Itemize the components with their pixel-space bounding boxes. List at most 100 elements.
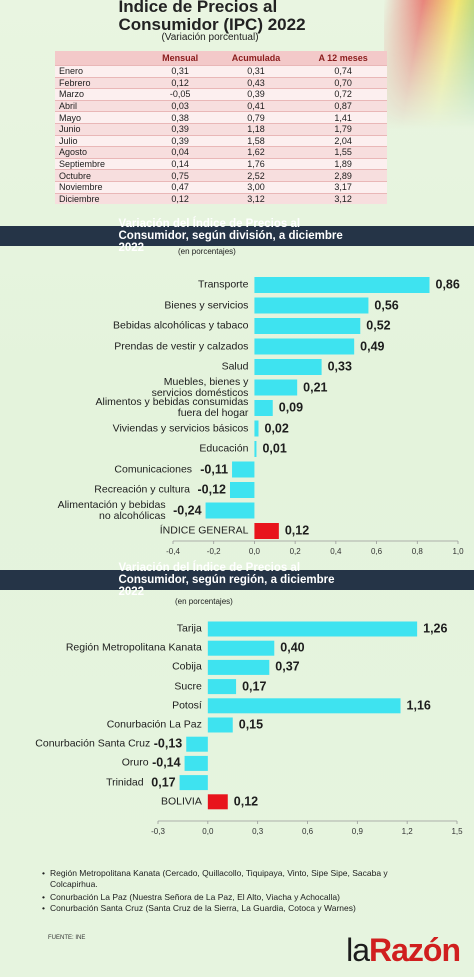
value-label: 0,40 (280, 640, 305, 655)
month-cell: Febrero (55, 76, 148, 89)
bar (254, 441, 257, 457)
x-tick-label: -0,2 (206, 546, 221, 556)
bar (207, 679, 237, 695)
table-row: Septiembre 0,14 1,76 1,89 (55, 157, 387, 170)
value-cell: 1,62 (212, 146, 300, 159)
value-cell: -0,05 (147, 88, 213, 101)
main-subtitle: (Variación porcentual) (161, 31, 259, 43)
value-label: 0,49 (360, 338, 385, 353)
value-label: 1,26 (423, 621, 448, 636)
logo: laRazón (346, 932, 461, 969)
table-row: Octubre 0,75 2,52 2,89 (55, 169, 387, 182)
column-header: A 12 meses (299, 51, 387, 66)
bar (205, 502, 255, 519)
value-label: 0,02 (264, 420, 289, 435)
bar (254, 338, 355, 355)
value-cell: 1,18 (212, 122, 300, 136)
value-label: 0,01 (262, 441, 287, 456)
category-label: Sucre (174, 680, 202, 693)
bar (254, 277, 430, 293)
table-row: Noviembre 0,47 3,00 3,17 (55, 180, 387, 194)
value-cell: 2,04 (299, 134, 387, 147)
flag-decoration (384, 0, 474, 130)
chart-subtitle: (en porcentajes) (178, 246, 236, 256)
month-cell: Julio (55, 134, 148, 147)
value-cell: 0,38 (147, 111, 213, 124)
bar (179, 775, 208, 791)
value-cell: 0,75 (147, 169, 213, 182)
category-label: Prendas de vestir y calzados (114, 339, 249, 352)
value-cell: 0,79 (212, 111, 300, 124)
x-tick-label: 0,0 (202, 826, 214, 836)
value-cell: 0,43 (212, 76, 300, 89)
category-label: Conurbación La Paz (106, 718, 202, 731)
category-label: Tarija (176, 622, 202, 635)
value-cell: 1,76 (212, 157, 300, 170)
category-label: Educación (199, 442, 249, 455)
x-tick-label: 0,6 (371, 546, 383, 556)
value-cell: 0,39 (147, 122, 213, 136)
value-cell: 1,79 (299, 122, 387, 136)
month-cell: Enero (55, 65, 148, 78)
value-label: -0,12 (197, 482, 227, 497)
table-row: Diciembre 0,12 3,12 3,12 (55, 192, 387, 205)
value-label: 0,12 (284, 523, 310, 538)
value-label: 0,12 (233, 794, 259, 809)
value-label: 0,09 (278, 400, 304, 415)
note: Conurbación La Paz (Nuestra Señora de La… (42, 892, 420, 903)
x-tick-label: 1,0 (452, 546, 464, 556)
category-label: Transporte (198, 278, 249, 291)
bar (207, 794, 228, 810)
value-label: 0,52 (366, 318, 391, 333)
value-cell: 2,52 (212, 169, 300, 182)
month-cell: Septiembre (55, 157, 148, 170)
bar (207, 640, 275, 656)
value-cell: 3,12 (212, 192, 300, 205)
value-cell: 0,72 (299, 88, 387, 101)
x-tick-label: 0,0 (248, 546, 260, 556)
value-cell: 0,41 (212, 99, 300, 112)
bar (254, 379, 298, 396)
value-cell: 1,58 (212, 134, 300, 147)
x-tick-label: 0,8 (411, 546, 423, 556)
value-label: 0,21 (303, 379, 328, 394)
table-row: Junio 0,39 1,18 1,79 (55, 122, 387, 136)
bar (184, 755, 208, 771)
month-cell: Diciembre (55, 192, 148, 205)
bar (254, 359, 322, 375)
logo-prefix: la (346, 932, 370, 968)
column-header: Mensual (147, 51, 213, 66)
value-label: 0,86 (435, 277, 460, 292)
month-cell: Abril (55, 99, 148, 112)
category-label: Comunicaciones (114, 462, 193, 475)
value-label: -0,14 (152, 755, 181, 770)
category-label: Muebles, bienes y servicios domésticos (151, 375, 249, 399)
value-label: 0,17 (151, 775, 176, 790)
main-title: Índice de Precios al Consumidor (IPC) 20… (118, 0, 306, 34)
value-cell: 0,39 (147, 134, 213, 147)
x-tick-label: -0,3 (151, 826, 165, 836)
value-label: 0,33 (327, 359, 352, 374)
month-cell: Marzo (55, 88, 148, 101)
bar (254, 318, 361, 334)
value-cell: 0,31 (147, 65, 213, 78)
bar (232, 461, 255, 478)
value-cell: 0,04 (147, 146, 213, 159)
value-cell: 0,87 (299, 99, 387, 112)
table-row: Febrero 0,12 0,43 0,70 (55, 76, 387, 89)
x-tick-label: 0,2 (289, 546, 301, 556)
chart-band (0, 570, 474, 590)
category-label: Potosí (172, 699, 202, 712)
category-label: Alimentación y bebidas no alcohólicas (57, 498, 166, 522)
category-label: Conurbación Santa Cruz (35, 737, 151, 750)
category-label: Viviendas y servicios básicos (112, 421, 249, 434)
month-cell: Octubre (55, 169, 148, 182)
category-label: Bienes y servicios (164, 298, 249, 311)
value-cell: 3,00 (212, 180, 300, 194)
bar (254, 400, 273, 416)
bar (254, 297, 369, 314)
category-label: Trinidad (106, 776, 144, 789)
source: FUENTE: INE (48, 934, 86, 941)
month-cell: Noviembre (55, 180, 148, 194)
